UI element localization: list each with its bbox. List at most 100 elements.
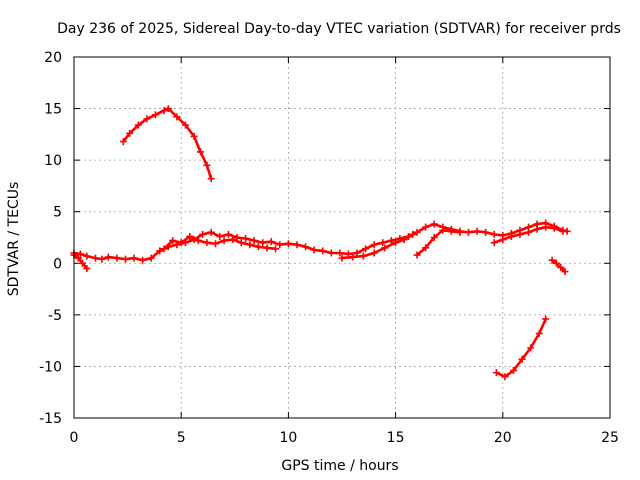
data-point: [533, 225, 541, 233]
data-point: [359, 252, 367, 260]
data-point: [151, 111, 159, 119]
data-point: [173, 113, 181, 121]
series-arc-5: [490, 223, 567, 247]
data-point: [212, 240, 220, 248]
y-tick-label: -5: [48, 308, 62, 324]
series-trace: [415, 229, 462, 257]
data-point: [561, 268, 569, 276]
data-point: [207, 228, 215, 236]
data-point: [422, 223, 430, 231]
data-point: [126, 129, 134, 137]
data-point: [319, 247, 327, 255]
series-arc-3: [338, 230, 417, 262]
data-point: [229, 236, 237, 244]
x-tick-label: 0: [70, 430, 79, 446]
data-point: [492, 369, 500, 377]
series-arc-7: [548, 256, 569, 276]
data-point: [263, 244, 271, 252]
series-trace: [495, 317, 547, 378]
data-point: [447, 227, 455, 235]
series-trace: [122, 107, 213, 180]
data-point: [413, 251, 421, 259]
data-point: [83, 264, 91, 272]
data-point: [548, 256, 556, 264]
y-tick-label: -10: [39, 359, 62, 375]
data-point: [510, 367, 518, 375]
data-point: [527, 344, 535, 352]
data-point: [194, 237, 202, 245]
data-point: [362, 245, 370, 253]
data-point: [387, 237, 395, 245]
y-tick-label: 10: [44, 153, 62, 169]
data-point: [550, 224, 558, 232]
data-point: [464, 228, 472, 236]
data-point: [370, 249, 378, 257]
data-point: [559, 227, 567, 235]
data-point: [353, 249, 361, 257]
data-point: [237, 239, 245, 247]
data-point: [91, 254, 99, 262]
data-point: [518, 355, 526, 363]
data-point: [379, 239, 387, 247]
data-point: [164, 105, 172, 113]
data-point: [430, 234, 438, 241]
series-arc-2: [160, 232, 280, 253]
data-point: [276, 241, 284, 249]
data-point: [216, 232, 224, 240]
x-tick-label: 20: [494, 430, 512, 446]
data-point: [143, 115, 151, 123]
data-point: [196, 148, 204, 156]
data-point: [336, 249, 344, 257]
series-arc-1b: [70, 251, 91, 272]
data-point: [542, 315, 550, 323]
series-arc-4: [413, 226, 464, 259]
series-arc-8: [492, 315, 550, 381]
data-point: [507, 232, 515, 240]
data-point: [338, 254, 346, 262]
data-point: [207, 175, 215, 183]
data-point: [246, 241, 254, 249]
data-point: [98, 255, 106, 263]
data-point: [190, 132, 198, 140]
data-point: [499, 236, 507, 244]
data-point: [310, 246, 318, 254]
data-point: [139, 256, 147, 264]
data-point: [392, 239, 400, 247]
data-point: [413, 228, 421, 236]
data-point: [119, 138, 127, 146]
x-tick-label: 5: [177, 430, 186, 446]
data-point: [349, 253, 357, 261]
series-trace: [72, 253, 89, 270]
data-point: [400, 236, 408, 244]
data-point: [79, 259, 87, 267]
x-tick-label: 15: [387, 430, 405, 446]
data-point: [482, 228, 490, 236]
data-point: [259, 239, 267, 247]
data-point: [557, 263, 565, 271]
y-tick-label: 20: [44, 50, 62, 66]
y-tick-label: 15: [44, 102, 62, 118]
data-point: [242, 235, 250, 243]
plot-frame: [73, 56, 611, 419]
data-point: [130, 254, 138, 262]
axis-ticks: 0 5 10 15 20 25 -15 -10 -5 0 5 10 15 20: [39, 50, 619, 446]
data-point: [203, 161, 211, 169]
data-point: [147, 254, 155, 262]
data-point: [160, 245, 168, 253]
data-point: [490, 230, 498, 238]
data-point: [516, 230, 524, 238]
data-point: [490, 239, 498, 247]
data-point: [552, 259, 560, 267]
data-point: [501, 373, 509, 381]
data-point: [422, 244, 430, 252]
data-point: [473, 227, 481, 235]
data-point: [203, 239, 211, 247]
series-trace: [72, 221, 569, 262]
data-point: [160, 107, 168, 115]
data-point: [327, 249, 335, 257]
x-tick-label: 25: [601, 430, 619, 446]
data-point: [250, 237, 258, 245]
data-point: [121, 255, 129, 263]
data-point: [430, 220, 438, 228]
